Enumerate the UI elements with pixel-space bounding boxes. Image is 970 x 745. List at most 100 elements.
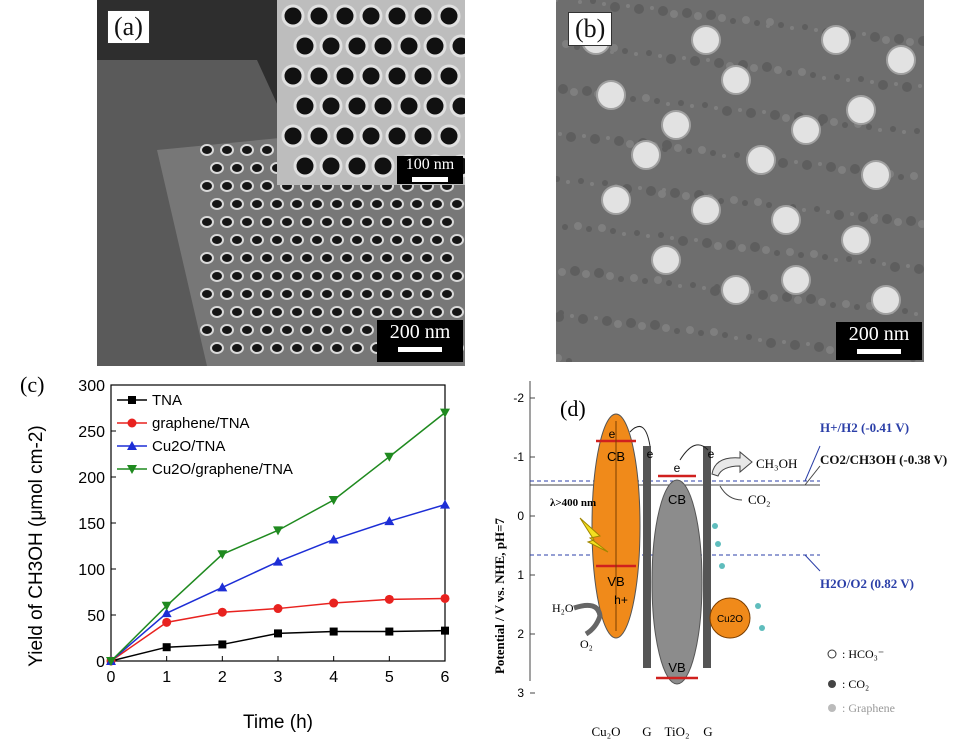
graphene-legend-label: : Graphene bbox=[842, 701, 895, 715]
main-scalebar-b: 200 nm bbox=[836, 322, 922, 360]
graphene-sheet-2 bbox=[703, 446, 711, 668]
data-point-tna bbox=[218, 640, 227, 649]
potential-axis-label: Potential / V vs. NHE, pH=7 bbox=[492, 517, 507, 674]
legend: TNA graphene/TNA Cu2O/TNA Cu2O/graphene/TNA bbox=[117, 392, 293, 478]
panel-label-a: (a) bbox=[107, 10, 150, 44]
electron-transfer-arrow-2 bbox=[679, 444, 709, 461]
h2o-label: H₂O bbox=[552, 601, 574, 615]
hco3-legend-label: : HCO₃⁻ bbox=[842, 647, 884, 661]
data-point-graphene-tna bbox=[329, 598, 339, 608]
data-point-tna bbox=[162, 643, 171, 652]
tio2-bottom-label: TiO₂ bbox=[664, 724, 689, 739]
molecule-dots bbox=[712, 523, 765, 631]
data-point-graphene-tna bbox=[162, 617, 172, 627]
tio2-electron-label: e bbox=[674, 461, 681, 475]
potential-tick-label: -1 bbox=[513, 450, 524, 464]
co2-legend-label: : CO₂ bbox=[842, 677, 869, 691]
hco3-molecule-icon bbox=[715, 541, 721, 547]
main-scale-label-a: 200 nm bbox=[389, 321, 451, 343]
potential-tick-label: 0 bbox=[517, 509, 524, 523]
co2-label: CO₂ bbox=[748, 492, 771, 507]
g1-electron-label: e bbox=[647, 447, 654, 461]
legend-label-graphene-tna: graphene/TNA bbox=[152, 415, 250, 432]
data-point-tna bbox=[274, 629, 282, 638]
data-point-cu2o-graphene-tna bbox=[440, 408, 450, 418]
co2-arrow bbox=[719, 485, 743, 501]
sem-texture-a bbox=[97, 0, 465, 366]
water-oxidation-arrow bbox=[573, 602, 603, 637]
h2-leader bbox=[804, 445, 821, 482]
cu2o-bottom-label: Cu₂O bbox=[591, 724, 620, 739]
x-tick-label: 3 bbox=[274, 669, 283, 686]
legend-marker-cu2o-graphene-tna bbox=[127, 465, 137, 474]
data-point-cu2o-graphene-tna bbox=[384, 452, 395, 462]
cu2o-vb-label: VB bbox=[607, 574, 624, 589]
co2-legend-icon bbox=[828, 680, 836, 688]
legend-marker-cu2o-tna bbox=[127, 441, 137, 450]
band-diagram: (d) Potential / V vs. NHE, pH=7 -2 -1 0 1 2 3… bbox=[492, 381, 947, 739]
panel-label-d: (d) bbox=[560, 396, 586, 421]
sem-image-a: (a) 100 nm 200 nm bbox=[97, 0, 465, 366]
data-point-tna bbox=[441, 626, 449, 635]
data-point-cu2o-tna bbox=[440, 499, 450, 509]
main-scale-label-b: 200 nm bbox=[848, 323, 910, 345]
g1-bottom-label: G bbox=[642, 724, 651, 739]
o2-label: O₂ bbox=[580, 637, 593, 651]
data-point-cu2o-tna bbox=[384, 516, 395, 526]
sem-image-b: (b) 200 nm bbox=[556, 0, 924, 362]
data-point-cu2o-graphene-tna bbox=[106, 657, 116, 666]
sem-texture-b bbox=[556, 0, 924, 362]
y-tick-label: 250 bbox=[78, 424, 105, 441]
x-axis-label: Time (h) bbox=[243, 712, 313, 733]
tio2-vb-label: VB bbox=[668, 660, 685, 675]
legend-label-cu2o-graphene-tna: Cu2O/graphene/TNA bbox=[152, 461, 293, 478]
h2-level-label: H+/H2 (-0.41 V) bbox=[820, 420, 909, 435]
y-tick-label: 50 bbox=[87, 608, 105, 625]
x-tick-label: 0 bbox=[107, 669, 116, 686]
hco3-legend-icon bbox=[827, 649, 837, 659]
cu2o-particle-label: Cu2O bbox=[717, 614, 743, 625]
legend-label-cu2o-tna: Cu2O/TNA bbox=[152, 438, 225, 455]
potential-ticks: -2 -1 0 1 2 3 bbox=[513, 391, 535, 700]
data-point-cu2o-tna bbox=[161, 608, 172, 618]
electron-transfer-arrow-1 bbox=[629, 425, 651, 447]
main-scale-bar-a bbox=[398, 347, 442, 352]
data-point-cu2o-graphene-tna bbox=[217, 550, 228, 560]
potential-tick-label: -2 bbox=[513, 391, 524, 405]
x-tick-label: 5 bbox=[385, 669, 394, 686]
x-tick-label: 2 bbox=[218, 669, 227, 686]
data-point-graphene-tna bbox=[384, 594, 394, 604]
g2-electron-label: e bbox=[708, 447, 715, 461]
potential-tick-label: 3 bbox=[517, 686, 524, 700]
legend-marker-graphene-tna bbox=[127, 418, 137, 428]
data-point-cu2o-graphene-tna bbox=[273, 526, 283, 536]
x-tick-label: 4 bbox=[329, 669, 338, 686]
y-tick-label: 0 bbox=[96, 654, 105, 671]
methanol-yield-chart: (c) Yield of CH3OH (μmol cm-2) Time (h) … bbox=[20, 372, 450, 733]
data-point-cu2o-graphene-tna bbox=[161, 601, 172, 611]
tio2-cb-label: CB bbox=[668, 492, 686, 507]
data-point-cu2o-tna bbox=[273, 556, 283, 566]
main-scale-bar-b bbox=[857, 349, 901, 354]
cu2o-cb-label: CB bbox=[607, 449, 625, 464]
panel-label-b: (b) bbox=[568, 12, 613, 46]
y-axis-label: Yield of CH3OH (μmol cm-2) bbox=[26, 425, 47, 666]
x-tick-label: 1 bbox=[162, 669, 171, 686]
ch3oh-label: CH₃OH bbox=[756, 456, 797, 471]
cu2o-particle bbox=[709, 597, 751, 639]
inset-scale-label: 100 nm bbox=[405, 156, 455, 173]
data-point-tna bbox=[385, 627, 394, 636]
y-tick-label: 300 bbox=[78, 378, 105, 395]
hco3-molecule-icon bbox=[712, 523, 718, 529]
potential-tick-label: 1 bbox=[517, 568, 524, 582]
panel-label-c: (c) bbox=[20, 372, 44, 397]
data-point-cu2o-tna bbox=[217, 582, 228, 592]
hco3-molecule-icon bbox=[759, 625, 765, 631]
data-point-cu2o-graphene-tna bbox=[328, 496, 339, 505]
legend-label-tna: TNA bbox=[152, 392, 182, 409]
hco3-molecule-icon bbox=[719, 563, 725, 569]
light-label: λ>400 nm bbox=[550, 497, 596, 509]
potential-tick-label: 2 bbox=[517, 627, 524, 641]
ch3oh-arrow bbox=[711, 450, 753, 477]
data-point-cu2o-tna bbox=[328, 534, 339, 544]
